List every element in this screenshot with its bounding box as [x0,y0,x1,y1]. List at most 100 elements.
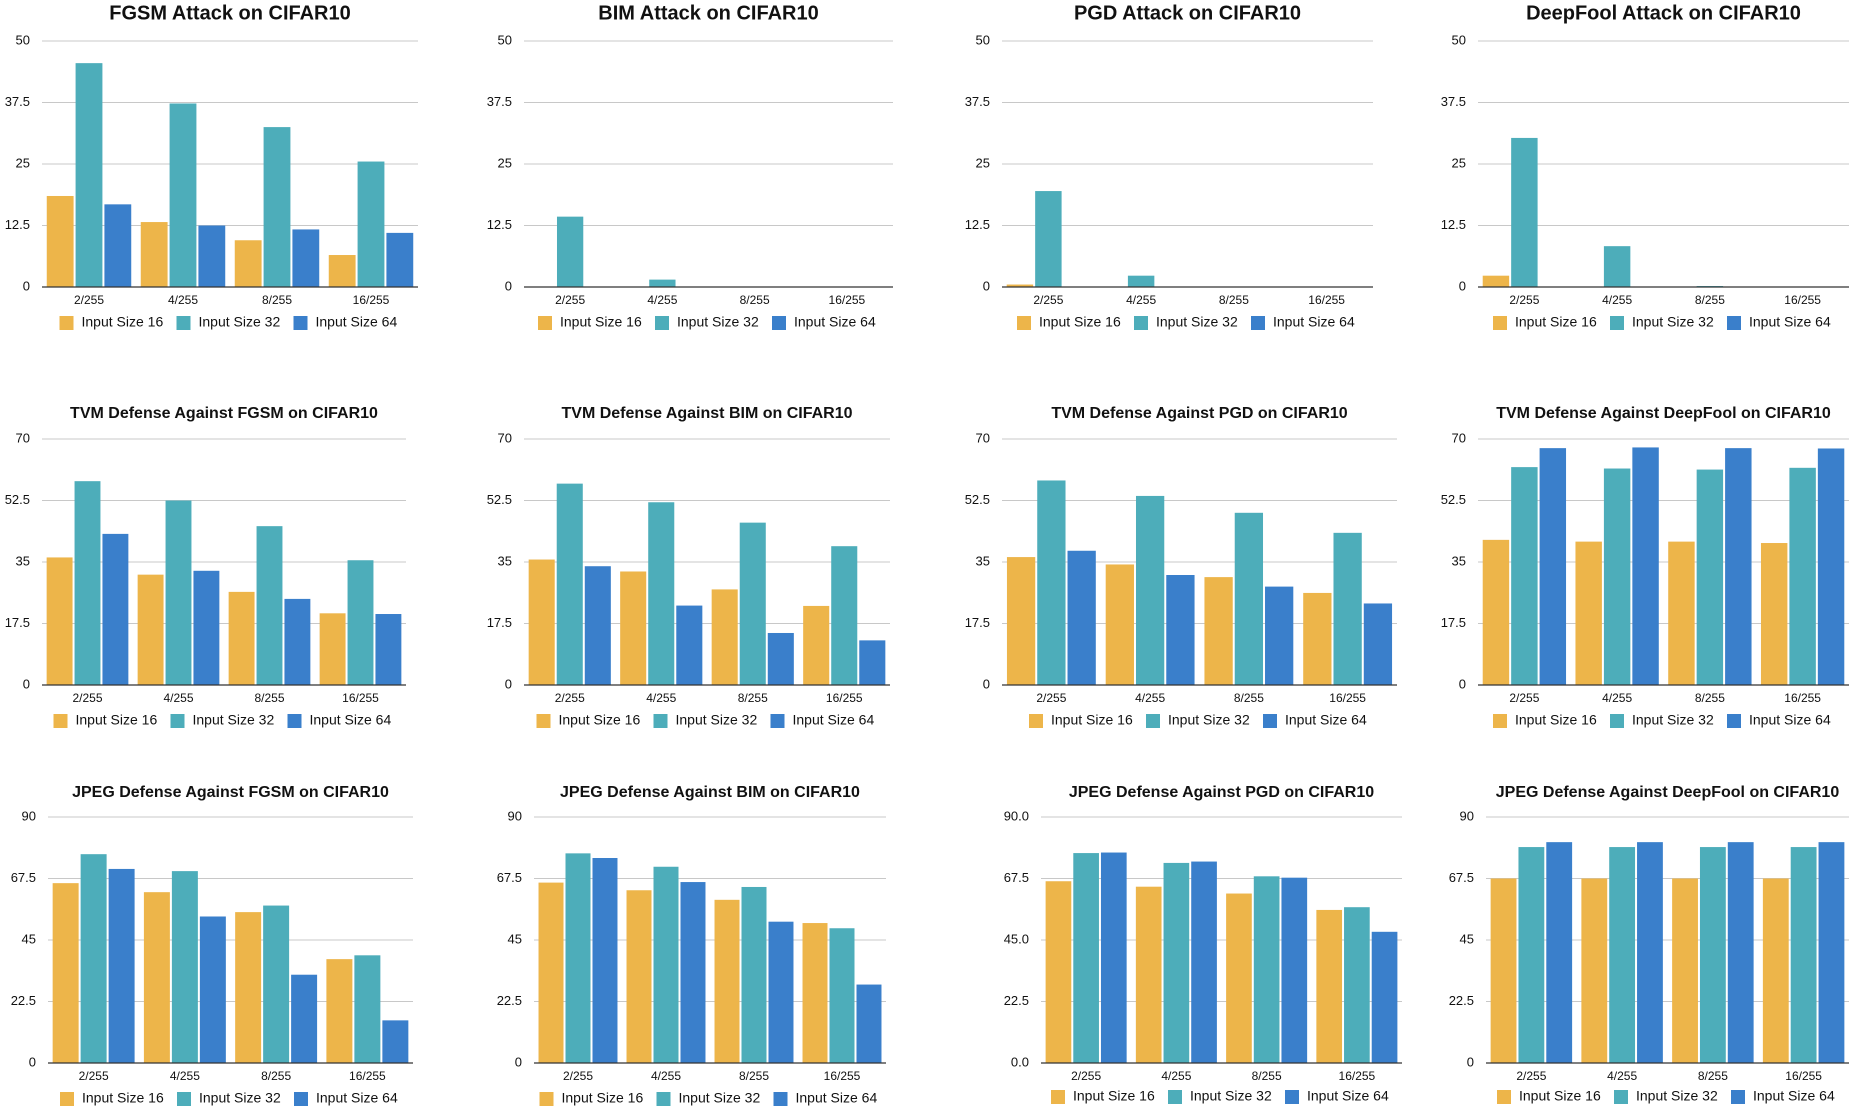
legend-swatch-input-size-32 [1614,1090,1628,1104]
y-tick-label: 25 [498,155,512,170]
legend-label: Input Size 16 [1515,712,1597,728]
x-tick-label: 16/255 [353,293,390,307]
x-tick-label: 2/255 [1509,691,1539,705]
x-tick-label: 2/255 [1033,293,1063,307]
y-tick-label: 45 [22,931,36,946]
legend-label: Input Size 16 [82,314,164,330]
legend-label: Input Size 32 [1168,712,1250,728]
chart-panel-2: BIM Attack on CIFAR10 0 12.5 25 37.5 50 2/255 4… [487,2,893,330]
legend-label: Input Size 32 [1156,314,1238,330]
bar-input-size-32-8-255 [741,886,767,1063]
bar-input-size-32-4-255 [649,279,676,287]
x-tick-label: 8/255 [739,1069,769,1083]
legend-label: Input Size 64 [1307,1088,1389,1104]
bar-input-size-16-4-255 [137,574,164,685]
legend-label: Input Size 16 [1073,1088,1155,1104]
legend-swatch-input-size-64 [772,316,786,330]
bar-input-size-32-16-255 [831,546,858,685]
x-tick-label: 8/255 [1695,691,1725,705]
legend-label: Input Size 64 [1749,712,1831,728]
x-tick-label: 2/255 [555,691,585,705]
chart-panel-5: TVM Defense Against FGSM on CIFAR10 0 17.5… [5,405,406,728]
bar-input-size-64-16-255 [386,232,414,287]
x-tick-label: 8/255 [261,1069,291,1083]
bar-input-size-16-2-255 [46,557,73,685]
bar-input-size-32-16-255 [347,560,374,685]
y-tick-label: 17.5 [1441,615,1466,630]
legend-label: Input Size 16 [82,1090,164,1106]
legend-label: Input Size 32 [1636,1088,1718,1104]
legend-swatch-input-size-32 [653,714,668,728]
bar-input-size-32-2-255 [1035,191,1062,287]
bar-input-size-16-16-255 [1303,592,1332,685]
bar-input-size-64-4-255 [1166,575,1195,685]
bar-input-size-64-8-255 [292,229,320,287]
y-tick-label: 50 [498,32,512,47]
legend-label: Input Size 64 [1273,314,1355,330]
legend-swatch-input-size-64 [1251,316,1265,330]
y-tick-label: 0.0 [1011,1054,1029,1069]
bar-input-size-16-16-255 [802,923,828,1063]
y-tick-label: 90 [1460,808,1474,823]
bar-input-size-64-2-255 [584,566,611,685]
y-tick-label: 45 [1460,931,1474,946]
y-tick-label: 35 [16,553,30,568]
x-tick-label: 4/255 [163,691,193,705]
x-tick-label: 4/255 [1602,293,1632,307]
x-tick-label: 16/255 [1339,1069,1376,1083]
legend-swatch-input-size-64 [293,316,308,330]
legend: Input Size 16 Input Size 32 Input Size 64 [1017,314,1355,330]
y-tick-label: 50 [976,32,990,47]
y-tick-label: 0 [1459,676,1466,691]
legend-label: Input Size 64 [796,1090,878,1106]
bar-input-size-64-8-255 [284,598,311,685]
y-tick-label: 67.5 [1449,870,1474,885]
bar-input-size-32-16-255 [1790,847,1817,1063]
legend-swatch-input-size-64 [773,1092,788,1106]
bar-input-size-64-8-255 [1727,842,1754,1063]
chart-title: DeepFool Attack on CIFAR10 [1526,2,1801,24]
y-tick-label: 0 [515,1054,522,1069]
legend: Input Size 16 Input Size 32 Input Size 64 [60,1090,398,1106]
legend-swatch-input-size-16 [60,1092,74,1106]
x-tick-label: 4/255 [1602,691,1632,705]
bar-input-size-64-4-255 [1637,842,1663,1063]
bar-input-size-32-4-255 [165,500,192,685]
y-tick-label: 12.5 [1441,217,1466,232]
bar-input-size-64-16-255 [856,984,882,1063]
legend-swatch-input-size-16 [1051,1090,1065,1104]
chart-title: JPEG Defense Against BIM on CIFAR10 [560,784,860,801]
legend-label: Input Size 32 [676,712,758,728]
legend-label: Input Size 32 [1190,1088,1272,1104]
legend-swatch-input-size-16 [539,1092,554,1106]
bar-input-size-64-2-255 [592,858,618,1063]
bar-input-size-16-8-255 [235,912,262,1063]
y-tick-label: 17.5 [965,615,990,630]
x-tick-label: 16/255 [342,691,379,705]
x-tick-label: 2/255 [74,293,104,307]
y-tick-label: 37.5 [5,94,30,109]
bar-input-size-64-4-255 [680,882,706,1063]
bar-input-size-64-4-255 [198,225,226,287]
x-tick-label: 2/255 [1036,691,1066,705]
x-tick-label: 16/255 [824,1069,861,1083]
x-tick-label: 8/255 [1252,1069,1282,1083]
bar-input-size-16-8-255 [234,240,262,287]
legend-swatch-input-size-32 [1610,714,1624,728]
bar-input-size-16-8-255 [1226,893,1252,1063]
y-tick-label: 22.5 [497,993,522,1008]
chart-title: JPEG Defense Against DeepFool on CIFAR10 [1496,784,1840,801]
y-tick-label: 70 [498,430,512,445]
y-tick-label: 25 [1452,155,1466,170]
bar-input-size-16-2-255 [1045,881,1072,1063]
chart-title: TVM Defense Against PGD on CIFAR10 [1051,405,1347,422]
y-tick-label: 35 [498,553,512,568]
bar-input-size-32-4-255 [1603,246,1631,287]
y-tick-label: 12.5 [5,217,30,232]
legend-label: Input Size 64 [1285,712,1367,728]
x-tick-label: 4/255 [651,1069,681,1083]
bar-input-size-16-2-255 [1006,557,1036,685]
bar-input-size-64-4-255 [193,570,220,685]
y-tick-label: 70 [976,430,990,445]
